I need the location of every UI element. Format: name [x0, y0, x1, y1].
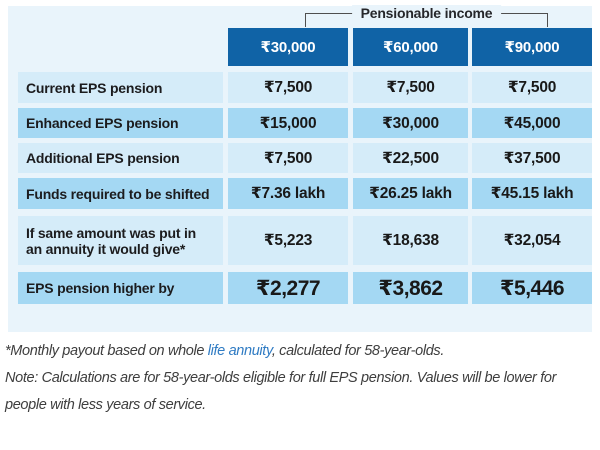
footnote-asterisk-line: *Monthly payout based on whole life annu…: [5, 338, 599, 365]
life-annuity-link[interactable]: life annuity: [207, 343, 272, 359]
row-label: Funds required to be shifted: [18, 178, 223, 209]
table-cell: ₹45,000: [472, 108, 592, 138]
footnote-suffix: , calculated for 58-year-olds.: [271, 343, 445, 359]
footnote-prefix: *Monthly payout based on whole: [5, 343, 208, 359]
column-header-90000: ₹90,000: [472, 28, 592, 66]
table-cell: ₹15,000: [228, 108, 348, 138]
row-label: If same amount was put in an annuity it …: [18, 216, 223, 265]
table-cell: ₹37,500: [472, 143, 592, 173]
table-cell: ₹7,500: [353, 72, 468, 103]
row-label: EPS pension higher by: [18, 272, 223, 304]
table-row: If same amount was put in an annuity it …: [18, 216, 592, 265]
table-cell: ₹22,500: [353, 143, 468, 173]
group-header-label: Pensionable income: [351, 5, 502, 22]
table-cell: ₹2,277: [228, 272, 348, 304]
table-cell: ₹7.36 lakh: [228, 178, 348, 209]
column-header-30000: ₹30,000: [228, 28, 348, 66]
footnotes: *Monthly payout based on whole life annu…: [5, 338, 599, 419]
table-row: Enhanced EPS pension ₹15,000 ₹30,000 ₹45…: [18, 108, 592, 138]
pensionable-income-bracket: Pensionable income: [305, 5, 548, 27]
table-cell: ₹30,000: [353, 108, 468, 138]
header-spacer: [18, 28, 223, 66]
table-cell: ₹7,500: [228, 143, 348, 173]
table-row: Additional EPS pension ₹7,500 ₹22,500 ₹3…: [18, 143, 592, 173]
table-header-row: ₹30,000 ₹60,000 ₹90,000: [18, 28, 592, 66]
table-cell: ₹3,862: [353, 272, 468, 304]
row-label: Enhanced EPS pension: [18, 108, 223, 138]
table-cell: ₹32,054: [472, 216, 592, 265]
row-label: Additional EPS pension: [18, 143, 223, 173]
table-cell: ₹26.25 lakh: [353, 178, 468, 209]
table-cell: ₹5,223: [228, 216, 348, 265]
table-cell: ₹18,638: [353, 216, 468, 265]
table-cell: ₹7,500: [228, 72, 348, 103]
table-cell: ₹45.15 lakh: [472, 178, 592, 209]
table-cell: ₹7,500: [472, 72, 592, 103]
table-row: Current EPS pension ₹7,500 ₹7,500 ₹7,500: [18, 72, 592, 103]
eps-pension-table: Pensionable income ₹30,000 ₹60,000 ₹90,0…: [8, 5, 592, 332]
table-cell: ₹5,446: [472, 272, 592, 304]
table-row-emphasis: EPS pension higher by ₹2,277 ₹3,862 ₹5,4…: [18, 272, 592, 304]
table-row: Funds required to be shifted ₹7.36 lakh …: [18, 178, 592, 209]
row-label: Current EPS pension: [18, 72, 223, 103]
column-header-60000: ₹60,000: [353, 28, 468, 66]
footnote-note-line: Note: Calculations are for 58-year-olds …: [5, 370, 557, 413]
